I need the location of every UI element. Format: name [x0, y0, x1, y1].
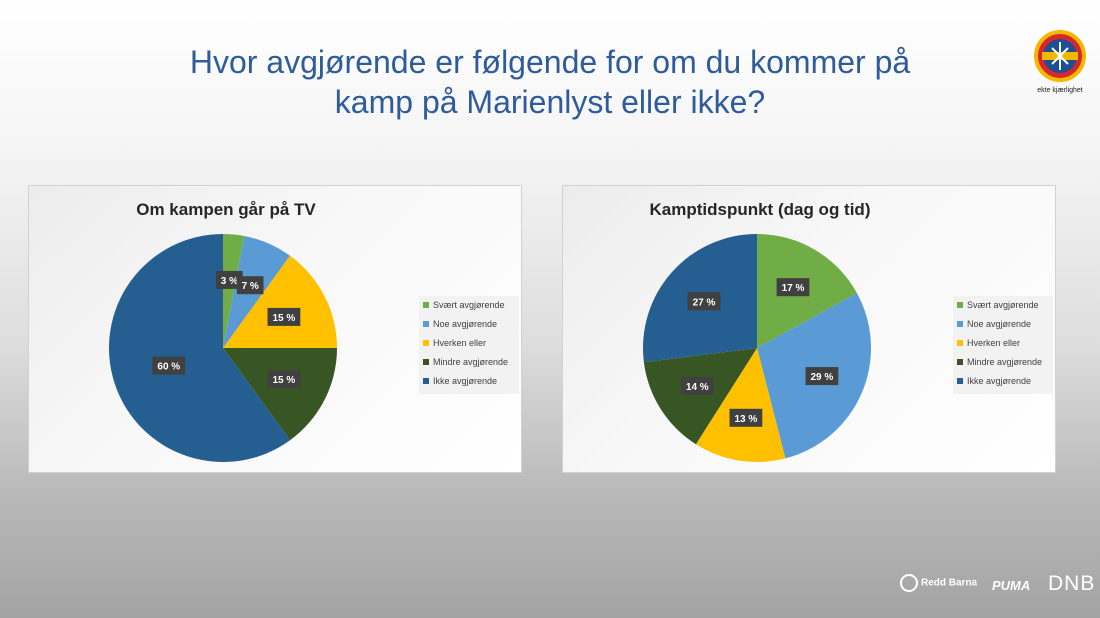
data-label-bg: [267, 370, 301, 389]
pie-slice-mindre-avgjorende: [643, 348, 757, 445]
data-label: 14 %: [686, 382, 709, 393]
legend-label: Svært avgjørende: [967, 300, 1039, 310]
legend-swatch: [957, 378, 963, 384]
data-label: 15 %: [273, 313, 296, 324]
legend-swatch: [957, 359, 963, 365]
data-label: 13 %: [735, 414, 758, 425]
data-label-bg: [236, 276, 264, 295]
chart-tv-broadcast: Om kampen går på TV 3 % 7 % 15 % 15 % 60 % Svæ…: [28, 185, 522, 473]
data-label: 17 %: [782, 283, 805, 294]
data-label: 27 %: [693, 297, 716, 308]
data-label: 60 %: [157, 362, 180, 373]
pie-chart-tv: Om kampen går på TV 3 % 7 % 15 % 15 % 60 % Svæ…: [109, 200, 519, 462]
redd-barna-icon: [900, 574, 918, 592]
legend-label: Noe avgjørende: [967, 319, 1031, 329]
legend-swatch: [957, 302, 963, 308]
pie-slice-ikke-avgjorende: [109, 234, 291, 462]
legend-swatch: [957, 340, 963, 346]
page-title: Hvor avgjørende er følgende for om du ko…: [130, 42, 970, 122]
pie-slice-hverken-eller: [695, 348, 786, 462]
legend-label: Svært avgjørende: [433, 300, 505, 310]
legend-swatch: [957, 321, 963, 327]
legend-swatch: [423, 340, 429, 346]
data-label-bg: [805, 367, 839, 386]
club-logo: ekte kjærlighet: [1030, 26, 1090, 106]
legend-label: Noe avgjørende: [433, 319, 497, 329]
legend-label: Ikke avgjørende: [967, 376, 1031, 386]
data-label-bg: [152, 356, 186, 375]
data-label-bg: [216, 270, 243, 289]
sponsor-logos: Redd Barna PUMA DNB: [900, 570, 1094, 606]
legend-label: Mindre avgjørende: [433, 357, 508, 367]
title-line-2: kamp på Marienlyst eller ikke?: [334, 84, 766, 120]
data-label: 29 %: [811, 372, 834, 383]
data-label-bg: [267, 307, 301, 326]
legend-swatch: [423, 378, 429, 384]
pie-slice-mindre-avgjorende: [223, 348, 337, 441]
legend-label: Ikke avgjørende: [433, 376, 497, 386]
data-label-bg: [776, 278, 810, 297]
club-crest-icon: [1034, 30, 1086, 82]
data-label-bg: [687, 292, 721, 311]
chart-title: Om kampen går på TV: [136, 200, 316, 219]
legend-box: [953, 296, 1053, 394]
legend-box: [419, 296, 519, 394]
sponsor-redd-barna: Redd Barna: [900, 574, 977, 592]
legend-label: Hverken eller: [433, 338, 486, 348]
legend-swatch: [423, 302, 429, 308]
pie-chart-match-time: Kamptidspunkt (dag og tid) 17 % 29 % 13 % 14…: [643, 200, 1053, 462]
data-label-bg: [729, 408, 763, 427]
legend-label: Hverken eller: [967, 338, 1020, 348]
sponsor-puma: PUMA: [992, 578, 1031, 593]
pie-slice-svaert-avgjorende: [223, 234, 245, 348]
sponsor-dnb: DNB: [1048, 572, 1096, 595]
legend-swatch: [423, 359, 429, 365]
data-label: 7 %: [242, 281, 259, 292]
chart-title: Kamptidspunkt (dag og tid): [650, 200, 871, 219]
data-label-bg: [680, 376, 714, 395]
pie-slice-hverken-eller: [223, 255, 337, 348]
legend-label: Mindre avgjørende: [967, 357, 1042, 367]
legend-swatch: [423, 321, 429, 327]
data-label: 3 %: [221, 276, 238, 287]
data-label: 15 %: [273, 375, 296, 386]
title-line-1: Hvor avgjørende er følgende for om du ko…: [189, 44, 911, 80]
club-tagline: ekte kjærlighet: [1037, 87, 1083, 94]
chart-match-time: Kamptidspunkt (dag og tid) 17 % 29 % 13 % 14…: [562, 185, 1056, 473]
